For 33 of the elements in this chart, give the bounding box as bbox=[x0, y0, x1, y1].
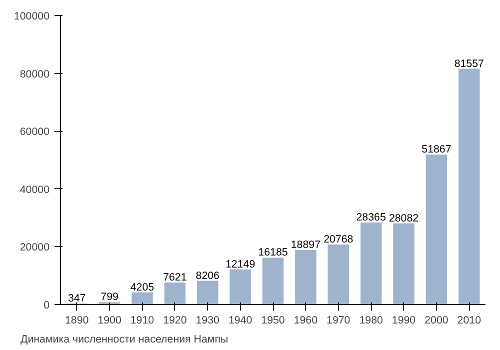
data-label: 347 bbox=[68, 292, 86, 304]
data-label: 799 bbox=[100, 291, 118, 304]
y-tick-label: 80000 bbox=[20, 68, 50, 80]
x-tick-label: 1950 bbox=[261, 314, 285, 326]
x-tick-label: 1910 bbox=[130, 314, 154, 326]
data-label: 16185 bbox=[258, 246, 288, 259]
x-tick-label: 1920 bbox=[163, 314, 187, 326]
y-tick-label: 100000 bbox=[14, 10, 50, 22]
x-tick-label: 1960 bbox=[294, 314, 318, 326]
x-tick-label: 1940 bbox=[228, 314, 252, 326]
y-tick-label: 60000 bbox=[20, 126, 50, 138]
x-tick-label: 1970 bbox=[326, 314, 350, 326]
x-tick-label: 1980 bbox=[359, 314, 384, 326]
data-label: 81557 bbox=[454, 58, 484, 70]
x-tick-label: 1900 bbox=[98, 314, 122, 326]
y-tick-label: 20000 bbox=[20, 242, 50, 254]
x-tick-label: 1990 bbox=[392, 314, 416, 326]
x-tick-label: 2010 bbox=[457, 314, 482, 326]
data-label: 12149 bbox=[225, 258, 256, 270]
text: Динамика численности населения Нампы bbox=[20, 334, 228, 346]
data-label: 20768 bbox=[324, 233, 354, 246]
data-label: 8206 bbox=[196, 270, 220, 282]
data-label: 51867 bbox=[422, 144, 452, 156]
data-label: 7621 bbox=[163, 271, 187, 284]
data-label: 28365 bbox=[356, 212, 386, 224]
y-tick-label: 0 bbox=[44, 300, 50, 312]
x-tick-label: 2000 bbox=[424, 314, 448, 326]
y-tick-label: 40000 bbox=[20, 184, 50, 196]
data-label: 28082 bbox=[388, 212, 419, 224]
x-tick-label: 1930 bbox=[196, 314, 220, 326]
data-label: 4205 bbox=[130, 281, 154, 294]
x-tick-label: 1890 bbox=[64, 314, 89, 326]
data-label: 18897 bbox=[290, 238, 321, 251]
